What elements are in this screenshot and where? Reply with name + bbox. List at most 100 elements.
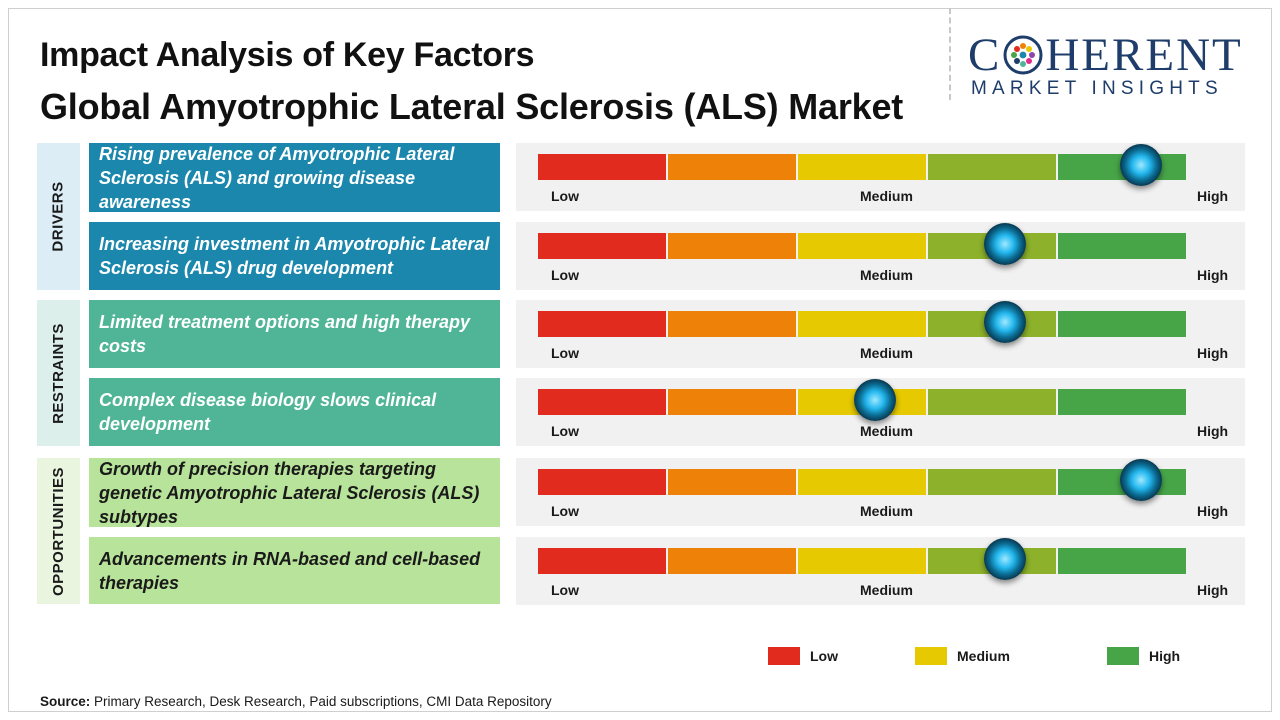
- scale-segment: [538, 469, 668, 495]
- scale-segment: [538, 154, 668, 180]
- scale-segment: [538, 233, 668, 259]
- category-opportunities-label: OPPORTUNITIES: [50, 466, 68, 596]
- scale-segment: [668, 233, 798, 259]
- impact-scale-bar: [538, 389, 1186, 415]
- impact-meter: Low Medium High: [516, 300, 1245, 368]
- scale-medium-label: Medium: [860, 188, 913, 204]
- factor-row: Advancements in RNA-based and cell-based…: [89, 537, 500, 604]
- scale-low-label: Low: [551, 423, 579, 439]
- scale-medium-label: Medium: [860, 503, 913, 519]
- factor-label: Increasing investment in Amyotrophic Lat…: [99, 234, 490, 278]
- category-restraints-label: RESTRAINTS: [50, 322, 67, 424]
- company-logo: C HERENT MARKET INSIGHTS: [968, 30, 1263, 100]
- scale-high-label: High: [1197, 188, 1229, 204]
- scale-segment: [1058, 233, 1186, 259]
- scale-medium-label: Medium: [860, 423, 913, 439]
- page-title: Impact Analysis of Key Factors: [40, 36, 535, 74]
- source-text: Primary Research, Desk Research, Paid su…: [90, 694, 552, 709]
- scale-low-label: Low: [551, 267, 579, 283]
- impact-scale-bar: [538, 469, 1186, 495]
- logo-wordmark: C HERENT: [968, 30, 1243, 80]
- scale-high-label: High: [1197, 267, 1229, 283]
- category-opportunities: OPPORTUNITIES: [37, 458, 80, 604]
- scale-segment: [668, 548, 798, 574]
- legend-label: Low: [810, 648, 838, 664]
- scale-segment: [1058, 389, 1186, 415]
- scale-segment: [538, 389, 668, 415]
- logo-subtitle: MARKET INSIGHTS: [971, 78, 1223, 99]
- page-subtitle: Global Amyotrophic Lateral Sclerosis (AL…: [40, 86, 904, 127]
- impact-meter: Low Medium High: [516, 537, 1245, 605]
- scale-medium-label: Medium: [860, 582, 913, 598]
- scale-segment: [538, 311, 668, 337]
- legend-swatch: [1107, 647, 1139, 665]
- impact-meter: Low Medium High: [516, 222, 1245, 290]
- source-label: Source:: [40, 694, 91, 709]
- legend-swatch: [915, 647, 947, 665]
- scale-segment: [538, 548, 668, 574]
- factor-label: Advancements in RNA-based and cell-based…: [99, 548, 481, 593]
- scale-segment: [798, 233, 928, 259]
- factor-row: Limited treatment options and high thera…: [89, 300, 500, 368]
- scale-segment: [668, 311, 798, 337]
- impact-marker: [1119, 144, 1162, 186]
- logo-letter-c: C: [968, 29, 1002, 81]
- scale-low-label: Low: [551, 345, 579, 361]
- scale-medium-label: Medium: [860, 345, 913, 361]
- scale-high-label: High: [1197, 582, 1229, 598]
- legend-item-low: Low: [768, 647, 838, 665]
- category-drivers-label: DRIVERS: [50, 181, 67, 252]
- scale-segment: [798, 469, 928, 495]
- impact-meter: Low Medium High: [516, 143, 1245, 211]
- scale-segment: [798, 548, 928, 574]
- scale-segment: [928, 389, 1058, 415]
- scale-high-label: High: [1197, 423, 1229, 439]
- impact-marker: [983, 223, 1026, 265]
- source-note: Source: Primary Research, Desk Research,…: [40, 694, 552, 709]
- category-drivers: DRIVERS: [37, 143, 80, 290]
- factor-row: Increasing investment in Amyotrophic Lat…: [89, 222, 500, 290]
- scale-segment: [798, 311, 928, 337]
- impact-marker: [1119, 459, 1162, 501]
- factor-label: Growth of precision therapies targeting …: [99, 458, 480, 527]
- factor-row: Complex disease biology slows clinical d…: [89, 378, 500, 446]
- scale-low-label: Low: [551, 582, 579, 598]
- legend-swatch: [768, 647, 800, 665]
- factor-row: Growth of precision therapies targeting …: [89, 458, 500, 527]
- scale-segment: [928, 154, 1058, 180]
- logo-divider: [949, 8, 951, 100]
- legend-item-medium: Medium: [915, 647, 1010, 665]
- scale-segment: [1058, 311, 1186, 337]
- impact-meter: Low Medium High: [516, 458, 1245, 526]
- factor-label: Complex disease biology slows clinical d…: [99, 390, 437, 434]
- impact-marker: [853, 379, 896, 421]
- legend-item-high: High: [1107, 647, 1180, 665]
- legend-label: High: [1149, 648, 1181, 664]
- logo-text-rest: HERENT: [1045, 29, 1243, 81]
- scale-segment: [928, 469, 1058, 495]
- scale-high-label: High: [1197, 345, 1229, 361]
- scale-low-label: Low: [551, 503, 579, 519]
- scale-segment: [668, 389, 798, 415]
- scale-low-label: Low: [551, 188, 579, 204]
- impact-meter: Low Medium High: [516, 378, 1245, 446]
- impact-scale-bar: [538, 154, 1186, 180]
- scale-segment: [798, 154, 928, 180]
- category-restraints: RESTRAINTS: [37, 300, 80, 446]
- scale-segment: [668, 469, 798, 495]
- factor-label: Limited treatment options and high thera…: [99, 312, 471, 356]
- logo-dots-icon: [1003, 35, 1043, 75]
- scale-high-label: High: [1197, 503, 1229, 519]
- impact-scale-bar: [538, 311, 1186, 337]
- legend-label: Medium: [957, 648, 1010, 664]
- impact-marker: [983, 301, 1026, 343]
- factor-row: Rising prevalence of Amyotrophic Lateral…: [89, 143, 500, 212]
- impact-marker: [983, 538, 1026, 580]
- slide-frame: [8, 8, 1272, 712]
- scale-segment: [668, 154, 798, 180]
- impact-scale-bar: [538, 548, 1186, 574]
- impact-scale-bar: [538, 233, 1186, 259]
- factor-label: Rising prevalence of Amyotrophic Lateral…: [99, 143, 455, 212]
- scale-segment: [1058, 548, 1186, 574]
- scale-medium-label: Medium: [860, 267, 913, 283]
